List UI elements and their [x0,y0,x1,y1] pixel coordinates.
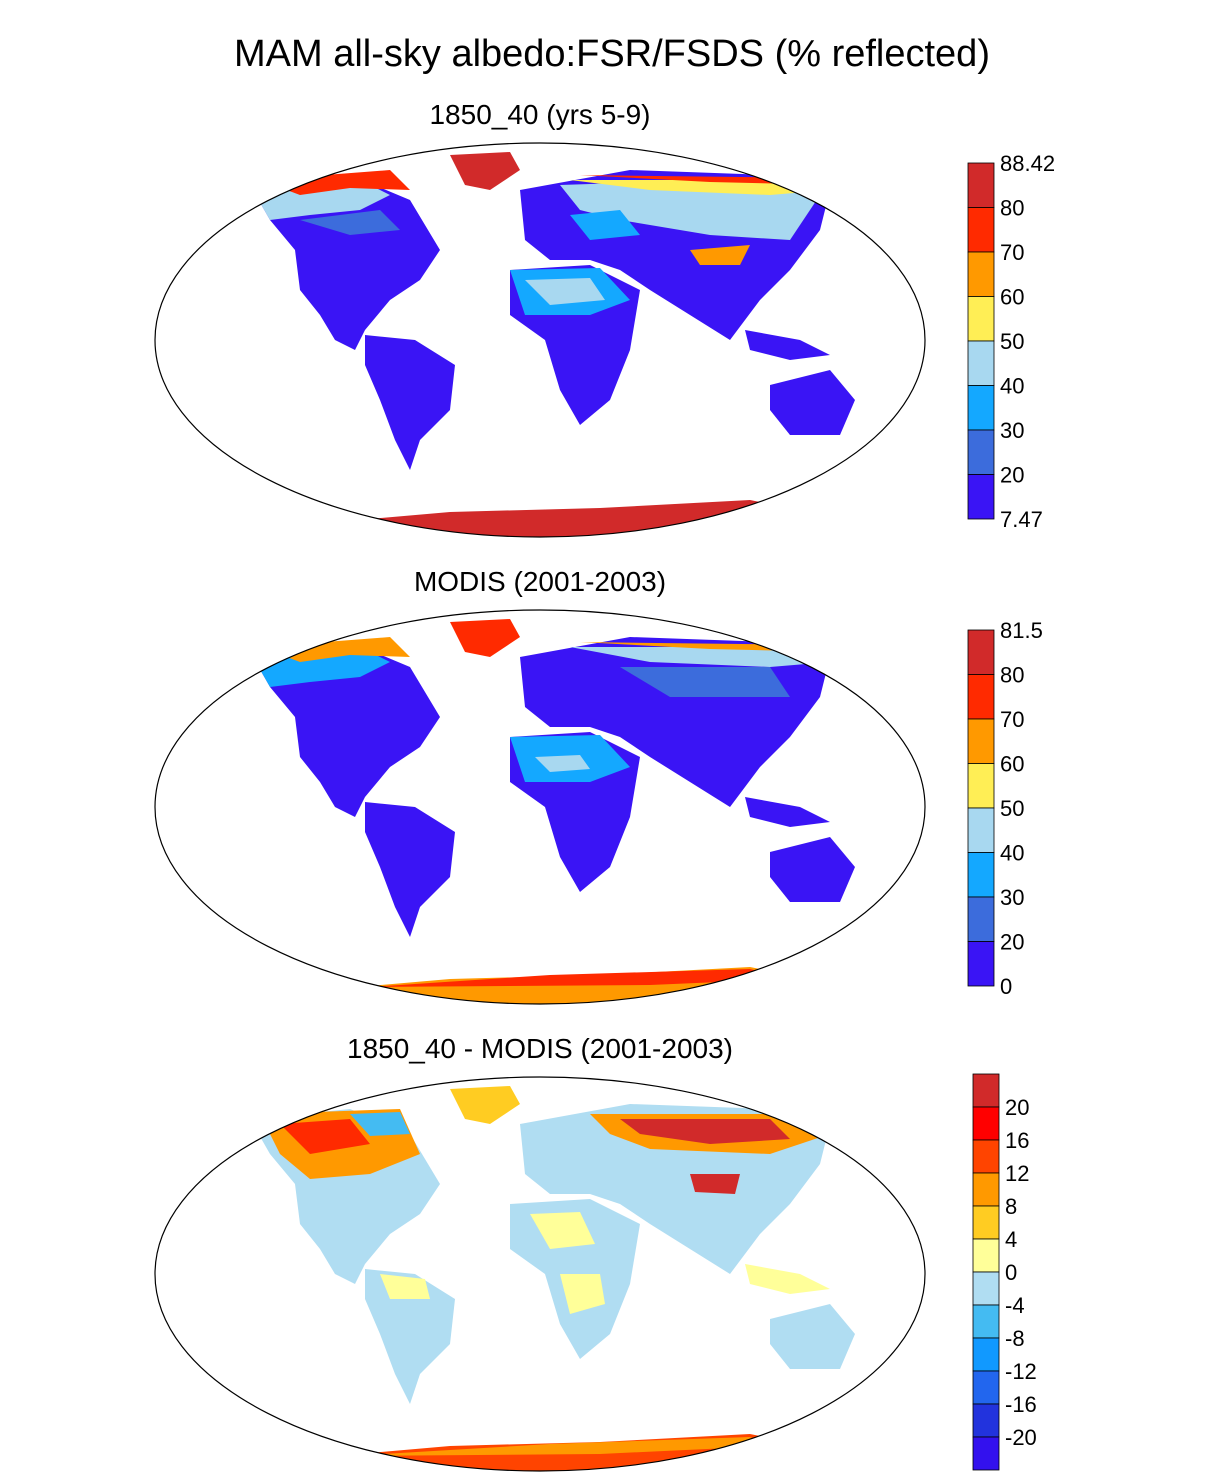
colorbar-swatch [967,763,995,809]
colorbar-tick-label: 60 [1000,285,1024,310]
colorbar-swatch [967,207,995,253]
colorbar-tick-label: 20 [1000,463,1024,488]
colorbar-obs: 81.5 80 70 60 50 40 30 20 0 [967,622,1043,999]
continent-north-america [250,175,440,350]
map-model [154,142,926,538]
colorbar-tick-label: -20 [1005,1425,1037,1450]
colorbar-swatch [972,1205,1000,1240]
colorbar-swatch [967,385,995,431]
colorbar-swatch [967,429,995,475]
colorbar-swatch [967,807,995,853]
colorbar-tick-label: -8 [1005,1326,1025,1351]
continent-north-america [250,642,440,817]
colorbar-tick-label: 0 [1000,974,1012,999]
colorbar-tick-label: 80 [1000,663,1024,688]
colorbar-swatch [972,1370,1000,1405]
colorbar-swatch [972,1403,1000,1438]
colorbar-swatch [972,1238,1000,1273]
colorbar-swatch [967,296,995,342]
colorbar-swatch [972,1106,1000,1141]
colorbar-tick-label: -16 [1005,1392,1037,1417]
colorbar-tick-label: 40 [1000,841,1024,866]
colorbar-swatch [972,1337,1000,1372]
colorbar-tick-label: 30 [1000,885,1024,910]
colorbar-swatch [967,162,995,208]
colorbar-tick-label: 30 [1000,418,1024,443]
colorbar-tick-label: 81.5 [1000,622,1043,643]
colorbar-tick-label: 80 [1000,196,1024,221]
greenland [450,1086,520,1124]
colorbar-tick-label: 50 [1000,796,1024,821]
map-diff [154,1076,926,1472]
colorbar-tick-label: 70 [1000,707,1024,732]
colorbar-tick-label: 7.47 [1000,507,1043,532]
figure-title: MAM all-sky albedo:FSR/FSDS (% reflected… [234,33,990,75]
colorbar-swatch [972,1436,1000,1471]
colorbar-swatch [967,896,995,942]
colorbar-swatch [972,1271,1000,1306]
colorbar-swatch [967,340,995,386]
continent-australia [770,837,855,902]
colorbar-swatch [972,1139,1000,1174]
colorbar-tick-label: 4 [1005,1227,1017,1252]
colorbar-swatch [972,1304,1000,1339]
continent-south-america [365,802,455,937]
colorbar-tick-label: -12 [1005,1359,1037,1384]
colorbar-swatch [967,251,995,297]
panel-title-obs: MODIS (2001-2003) [413,566,667,597]
greenland [450,619,520,657]
colorbar-swatch [967,474,995,520]
panel-title-model: 1850_40 (yrs 5-9) [429,99,651,130]
continent-south-america [365,335,455,470]
panel-title-diff: 1850_40 - MODIS (2001-2003) [347,1033,733,1064]
greenland [450,152,520,190]
map-obs [154,609,926,1005]
colorbar-tick-label: 40 [1000,374,1024,399]
continent-south-america [365,1269,455,1404]
colorbar-tick-label: 70 [1000,240,1024,265]
colorbar-tick-label: 16 [1005,1128,1029,1153]
colorbar-tick-label: 50 [1000,329,1024,354]
colorbar-swatch [967,629,995,675]
colorbar-swatch [967,852,995,898]
continent-australia [770,1304,855,1369]
colorbar-tick-label: 12 [1005,1161,1029,1186]
colorbar-tick-label: -4 [1005,1293,1025,1318]
colorbar-tick-label: 88.42 [1000,155,1055,176]
colorbar-tick-label: 20 [1000,930,1024,955]
colorbar-model: 88.42 80 70 60 50 40 30 20 7.47 [967,155,1055,532]
colorbar-tick-label: 0 [1005,1260,1017,1285]
colorbar-swatch [967,718,995,764]
colorbar-swatch [967,941,995,987]
colorbar-swatch [967,674,995,720]
colorbar-tick-label: 60 [1000,752,1024,777]
continent-australia [770,370,855,435]
colorbar-swatch [972,1172,1000,1207]
colorbar-tick-label: 20 [1005,1095,1029,1120]
colorbar-diff: 20 16 12 8 4 0 -4 -8 -12 -16 -20 [972,1073,1037,1471]
colorbar-tick-label: 8 [1005,1194,1017,1219]
colorbar-swatch [972,1073,1000,1108]
